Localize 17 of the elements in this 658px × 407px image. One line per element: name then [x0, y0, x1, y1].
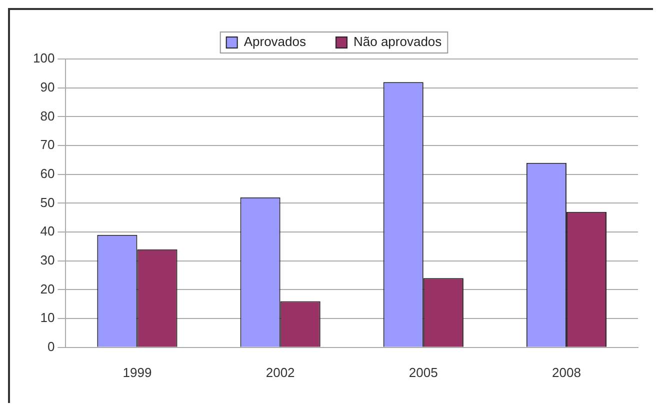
- y-tick-label: 90: [40, 79, 55, 94]
- y-tick-label: 20: [40, 281, 55, 296]
- y-tick-label: 0: [47, 338, 55, 354]
- legend-label: Aprovados: [244, 34, 306, 50]
- x-tick-label: 2002: [266, 364, 295, 380]
- y-tick-label: 70: [40, 137, 55, 152]
- x-tick-label: 1999: [122, 364, 152, 380]
- y-tick-label: 80: [40, 108, 55, 124]
- y-tick-label: 30: [40, 252, 55, 268]
- y-tick-label: 60: [40, 166, 55, 181]
- y-tick-label: 40: [40, 224, 55, 239]
- y-tick-label: 100: [32, 50, 55, 66]
- x-tick-label: 2008: [552, 364, 581, 380]
- y-tick-label: 50: [40, 194, 55, 210]
- y-tick-label: 10: [40, 310, 55, 326]
- x-tick-label: 2005: [408, 364, 438, 380]
- legend-label: Não aprovados: [353, 34, 442, 50]
